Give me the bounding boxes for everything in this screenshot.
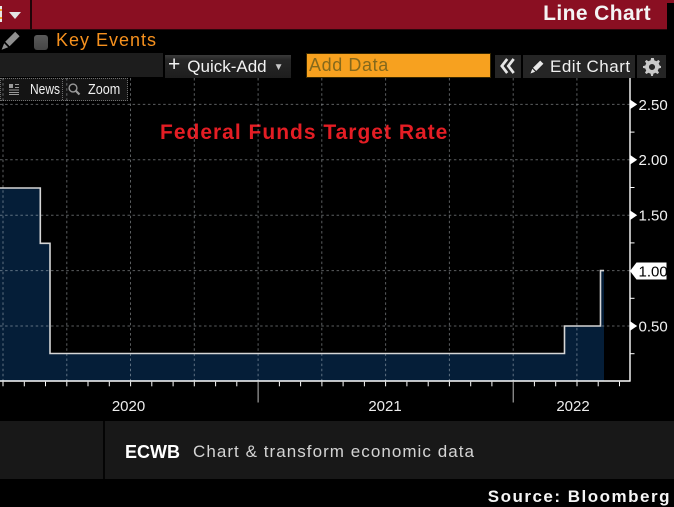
svg-text:0.50: 0.50 — [639, 318, 668, 335]
svg-text:2021: 2021 — [368, 398, 401, 415]
svg-text:1.00: 1.00 — [639, 263, 668, 280]
svg-text:2020: 2020 — [112, 398, 145, 415]
svg-text:1.50: 1.50 — [639, 208, 668, 225]
svg-text:2.50: 2.50 — [639, 97, 668, 114]
svg-text:2.00: 2.00 — [639, 152, 668, 169]
svg-text:2022: 2022 — [556, 398, 589, 415]
